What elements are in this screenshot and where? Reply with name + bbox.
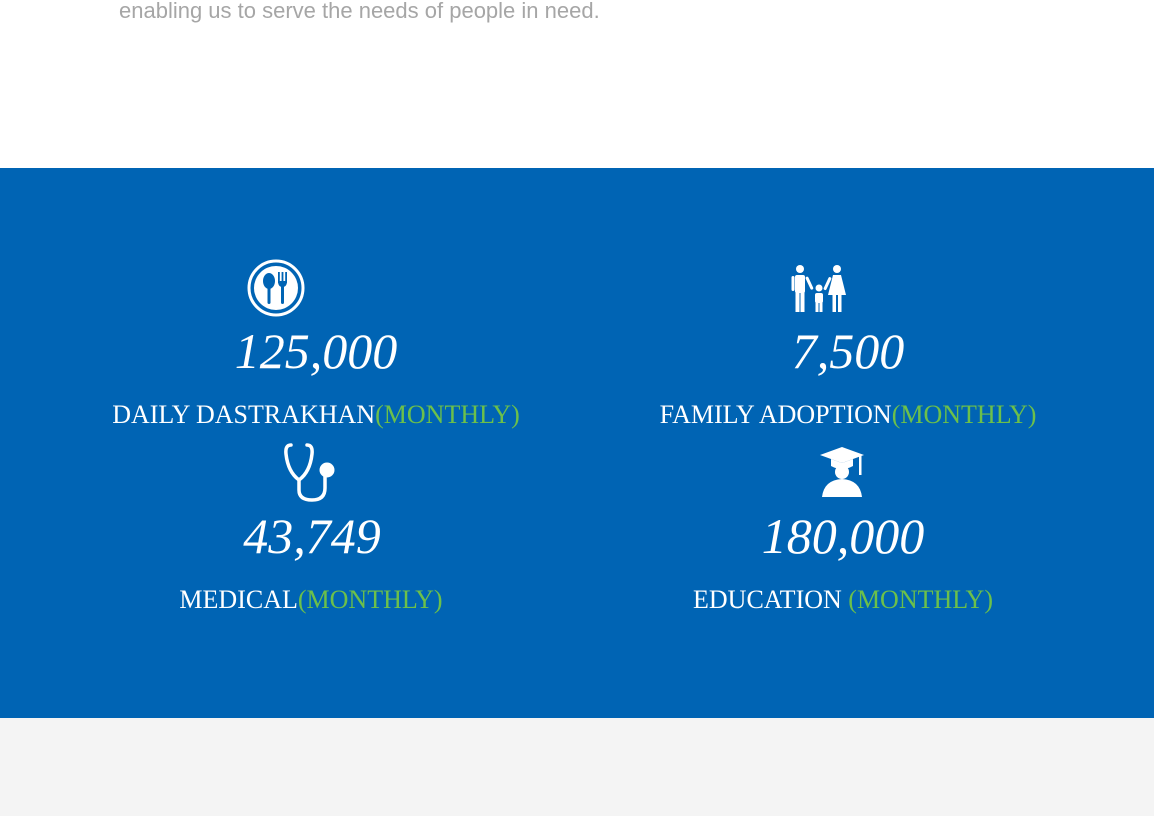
spoon-fork-icon — [247, 259, 305, 317]
intro-section: enabling us to serve the needs of people… — [0, 0, 1154, 168]
stat-label-dastrakhan: DAILY DASTRAKHAN(MONTHLY) — [66, 400, 566, 430]
stat-label-medical: MEDICAL(MONTHLY) — [61, 585, 561, 615]
stat-value-education: 180,000 — [761, 508, 925, 564]
stat-title: EDUCATION — [693, 585, 849, 614]
stat-title: MEDICAL — [179, 585, 298, 614]
stethoscope-icon — [283, 442, 341, 504]
stat-label-family: FAMILY ADOPTION(MONTHLY) — [598, 400, 1098, 430]
stat-value-medical: 43,749 — [243, 508, 381, 564]
stat-title: DAILY DASTRAKHAN — [112, 400, 376, 429]
stat-suffix: (MONTHLY) — [297, 585, 443, 614]
stat-label-education: EDUCATION (MONTHLY) — [593, 585, 1093, 615]
stats-band: 125,000 DAILY DASTRAKHAN(MONTHLY) 7,500 … — [0, 168, 1154, 718]
stat-value-dastrakhan: 125,000 — [234, 323, 398, 379]
stat-value-family: 7,500 — [791, 323, 905, 379]
stat-suffix: (MONTHLY) — [891, 400, 1037, 429]
family-icon — [790, 264, 850, 314]
stat-title: FAMILY ADOPTION — [659, 400, 892, 429]
graduate-icon — [819, 446, 865, 498]
footer-section — [0, 718, 1154, 816]
stat-suffix: (MONTHLY) — [848, 585, 993, 614]
intro-text: enabling us to serve the needs of people… — [119, 0, 600, 23]
stat-suffix: (MONTHLY) — [375, 400, 520, 429]
